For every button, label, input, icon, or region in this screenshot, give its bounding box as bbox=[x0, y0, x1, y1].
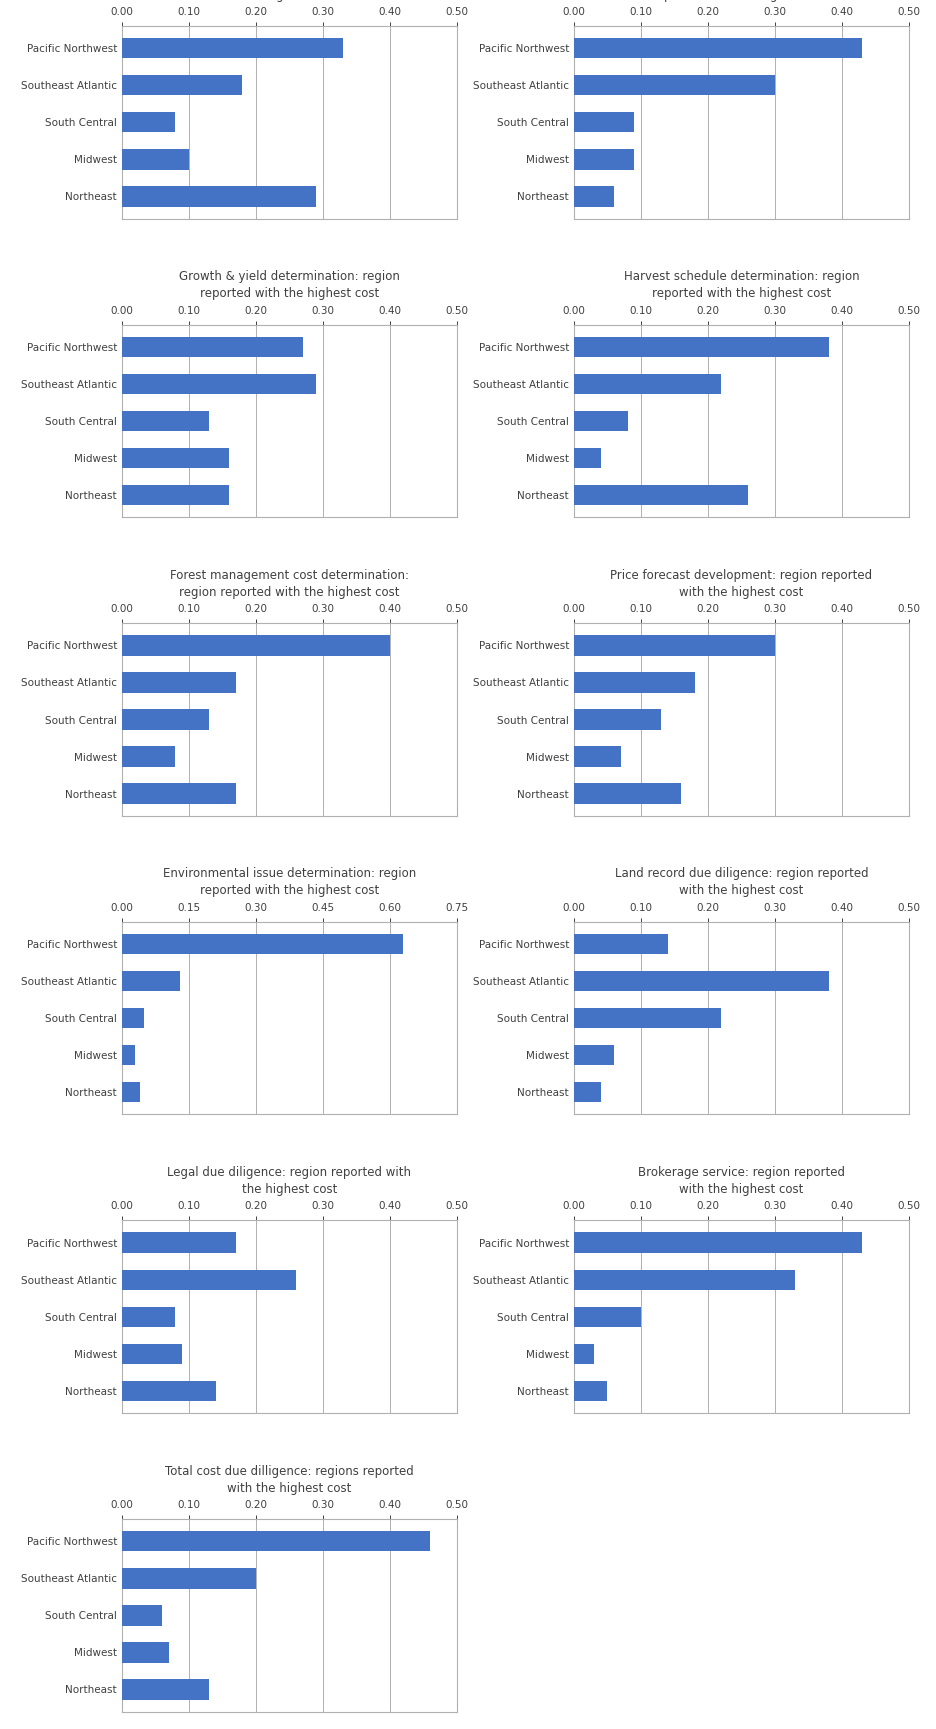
Bar bbox=[574, 448, 600, 469]
Bar bbox=[574, 149, 634, 169]
Bar bbox=[122, 38, 343, 59]
Bar bbox=[574, 1343, 593, 1364]
Bar bbox=[122, 484, 228, 505]
Bar bbox=[122, 337, 302, 356]
Title: Price forecast development: region reported
with the highest cost: Price forecast development: region repor… bbox=[609, 569, 871, 598]
Bar bbox=[122, 1679, 209, 1700]
Bar bbox=[574, 1233, 861, 1254]
Bar bbox=[574, 747, 621, 766]
Bar bbox=[574, 673, 694, 693]
Title: Harvest schedule determination: region
reported with the highest cost: Harvest schedule determination: region r… bbox=[623, 270, 858, 301]
Bar bbox=[574, 934, 667, 954]
Bar bbox=[574, 783, 680, 804]
Bar bbox=[122, 448, 228, 469]
Bar bbox=[122, 1643, 168, 1663]
Bar bbox=[122, 972, 180, 991]
Bar bbox=[574, 38, 861, 59]
Bar bbox=[122, 112, 175, 133]
Title: Environmental issue determination: region
reported with the highest cost: Environmental issue determination: regio… bbox=[163, 868, 416, 897]
Bar bbox=[122, 1568, 256, 1589]
Bar bbox=[122, 635, 389, 655]
Title: Land record due diligence: region reported
with the highest cost: Land record due diligence: region report… bbox=[614, 868, 868, 897]
Title: Brokerage service: region reported
with the highest cost: Brokerage service: region reported with … bbox=[637, 1165, 844, 1196]
Bar bbox=[122, 412, 209, 431]
Bar bbox=[574, 972, 827, 991]
Bar bbox=[122, 747, 175, 766]
Bar bbox=[574, 412, 627, 431]
Bar bbox=[574, 1381, 607, 1400]
Bar bbox=[574, 709, 660, 730]
Bar bbox=[574, 74, 774, 95]
Bar bbox=[122, 1605, 162, 1625]
Title: Legal due diligence: region reported with
the highest cost: Legal due diligence: region reported wit… bbox=[168, 1165, 411, 1196]
Bar bbox=[122, 1233, 236, 1254]
Bar bbox=[122, 187, 315, 206]
Bar bbox=[574, 373, 721, 394]
Bar bbox=[122, 373, 315, 394]
Bar bbox=[122, 673, 236, 693]
Bar bbox=[122, 934, 402, 954]
Bar bbox=[122, 149, 188, 169]
Bar bbox=[122, 1008, 144, 1029]
Bar bbox=[122, 1044, 135, 1065]
Bar bbox=[574, 187, 613, 206]
Bar bbox=[122, 1082, 139, 1103]
Bar bbox=[122, 783, 236, 804]
Bar bbox=[122, 1343, 182, 1364]
Bar bbox=[122, 1307, 175, 1326]
Bar bbox=[574, 1269, 794, 1290]
Bar bbox=[574, 484, 747, 505]
Title: Total cost due dilligence: regions reported
with the highest cost: Total cost due dilligence: regions repor… bbox=[165, 1464, 413, 1494]
Bar bbox=[574, 337, 827, 356]
Bar bbox=[122, 1269, 296, 1290]
Bar bbox=[122, 1532, 430, 1551]
Bar bbox=[574, 1307, 640, 1326]
Bar bbox=[122, 74, 242, 95]
Bar bbox=[574, 1008, 721, 1029]
Title: Growth & yield determination: region
reported with the highest cost: Growth & yield determination: region rep… bbox=[179, 270, 400, 301]
Bar bbox=[574, 1044, 613, 1065]
Bar bbox=[574, 112, 634, 133]
Bar bbox=[122, 709, 209, 730]
Bar bbox=[122, 1381, 215, 1400]
Bar bbox=[574, 1082, 600, 1103]
Title: Forest management cost determination:
region reported with the highest cost: Forest management cost determination: re… bbox=[169, 569, 408, 598]
Bar bbox=[574, 635, 774, 655]
